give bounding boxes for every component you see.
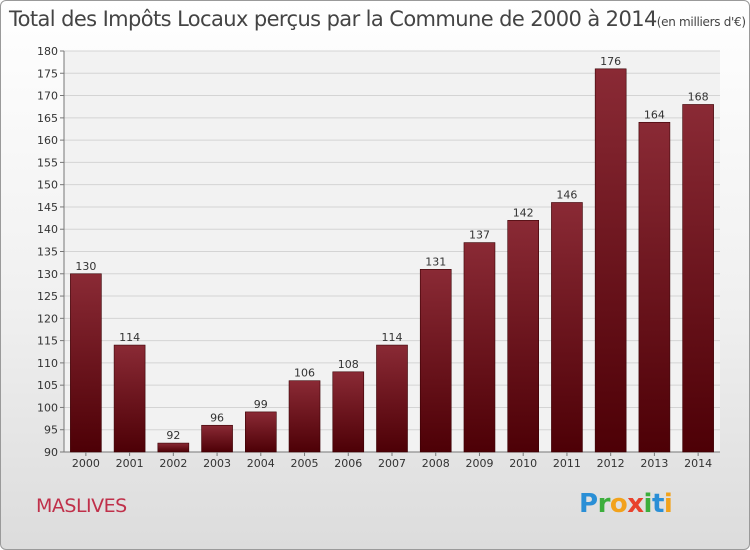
x-tick-label-2002: 2002 [159, 457, 187, 470]
chart-title-unit: (en milliers d'€) [656, 15, 746, 29]
bar-2004 [245, 411, 277, 453]
x-tick-label-2000: 2000 [72, 457, 100, 470]
x-tick-label-2014: 2014 [684, 457, 712, 470]
data-label-2000: 130 [75, 260, 96, 273]
data-labels: 130 114 92 96 99 106 108 114 131 137 142 146 176 164 1… [75, 55, 708, 442]
y-tick-label: 95 [44, 424, 58, 437]
y-tick-label: 155 [37, 156, 58, 169]
bar-2006 [332, 371, 365, 453]
x-tick-label-2010: 2010 [509, 457, 537, 470]
data-label-2013: 164 [644, 108, 665, 121]
data-label-2004: 99 [254, 398, 268, 411]
y-tick-label: 170 [37, 90, 58, 103]
bar-2008 [419, 269, 452, 453]
x-tick-label-2007: 2007 [378, 457, 406, 470]
y-tick-label: 115 [37, 335, 58, 348]
data-label-2009: 137 [469, 229, 490, 242]
proxiti-logo: Proxiti [579, 489, 673, 519]
data-label-2001: 114 [119, 331, 140, 344]
bar-2005 [288, 380, 321, 453]
x-tick-label-2001: 2001 [116, 457, 144, 470]
data-label-2002: 92 [166, 429, 180, 442]
data-label-2003: 96 [210, 411, 224, 424]
x-tick-label-2006: 2006 [334, 457, 362, 470]
bar-2010 [507, 220, 540, 453]
data-label-2006: 108 [338, 358, 359, 371]
bar-2002 [157, 442, 190, 453]
bar-2007 [376, 344, 408, 453]
bar-2013 [638, 121, 671, 453]
x-axis: 2000 2001 2002 2003 2004 2005 2006 2007 2008 2009… [72, 452, 712, 470]
chart-title-text: Total des Impôts Locaux perçus par la Co… [9, 7, 657, 31]
data-label-2008: 131 [425, 255, 446, 268]
y-tick-label: 175 [37, 67, 58, 80]
y-tick-label: 105 [37, 379, 58, 392]
commune-name: MASLIVES [36, 495, 127, 517]
y-tick-label: 100 [37, 401, 58, 414]
y-tick-label: 145 [37, 201, 58, 214]
y-tick-label: 135 [37, 246, 58, 259]
x-tick-label-2013: 2013 [640, 457, 668, 470]
x-tick-label-2004: 2004 [247, 457, 275, 470]
bar-2014 [682, 104, 714, 453]
y-tick-label: 165 [37, 112, 58, 125]
data-label-2007: 114 [382, 331, 403, 344]
bar-2009 [463, 242, 496, 453]
y-tick-label: 180 [37, 45, 58, 58]
chart-title: Total des Impôts Locaux perçus par la Co… [9, 7, 746, 31]
x-tick-label-2012: 2012 [597, 457, 625, 470]
data-label-2014: 168 [688, 90, 709, 103]
bar-2003 [201, 424, 233, 453]
x-tick-label-2009: 2009 [465, 457, 493, 470]
y-tick-label: 150 [37, 179, 58, 192]
x-tick-label-2005: 2005 [291, 457, 319, 470]
y-tick-label: 110 [37, 357, 58, 370]
x-tick-label-2011: 2011 [553, 457, 581, 470]
bar-2012 [594, 68, 627, 453]
y-tick-label: 125 [37, 290, 58, 303]
y-tick-label: 130 [37, 268, 58, 281]
y-tick-label: 120 [37, 312, 58, 325]
data-label-2005: 106 [294, 367, 315, 380]
bar-2011 [551, 202, 583, 453]
bar-2001 [113, 344, 146, 453]
y-tick-label: 90 [44, 446, 58, 459]
data-label-2012: 176 [600, 55, 621, 68]
bars [70, 68, 714, 453]
data-label-2011: 146 [556, 188, 577, 201]
x-tick-label-2008: 2008 [422, 457, 450, 470]
y-tick-label: 160 [37, 134, 58, 147]
data-label-2010: 142 [513, 206, 534, 219]
bar-2000 [70, 273, 102, 453]
y-tick-label: 140 [37, 223, 58, 236]
x-tick-label-2003: 2003 [203, 457, 231, 470]
